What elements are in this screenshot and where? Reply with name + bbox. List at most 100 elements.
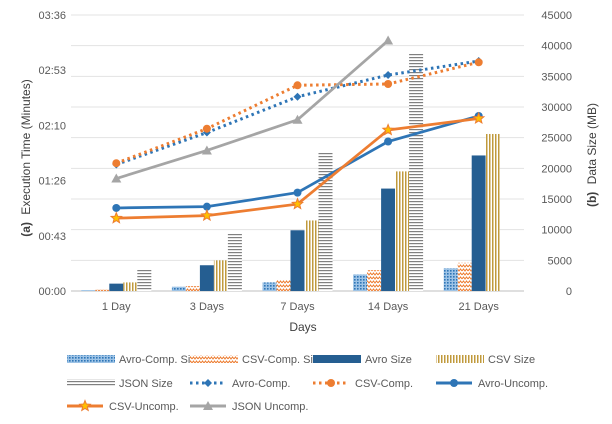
- right-axis-tick-label: 15000: [541, 194, 572, 206]
- legend-swatch: [313, 355, 361, 363]
- data-point: [293, 81, 302, 90]
- right-axis-title-prefix: (b): [585, 192, 599, 207]
- data-point: [474, 58, 483, 67]
- bar: [290, 230, 305, 291]
- data-point: [383, 35, 394, 45]
- legend-item: Avro Size: [313, 354, 412, 366]
- legend-swatch: [190, 355, 238, 363]
- left-axis-tick-label: 02:53: [38, 65, 66, 77]
- data-point: [293, 92, 302, 101]
- left-axis-tick-label: 01:26: [38, 176, 66, 188]
- bar: [318, 152, 333, 291]
- data-point: [202, 124, 211, 133]
- data-point: [109, 211, 123, 224]
- right-axis-tick-label: 45000: [541, 10, 572, 22]
- right-axis-tick-label: 5000: [548, 255, 572, 267]
- data-point: [293, 188, 302, 197]
- bar: [109, 283, 124, 291]
- legend-label: CSV Size: [488, 354, 535, 366]
- bar: [409, 53, 424, 291]
- legend-swatch: [436, 355, 484, 363]
- right-axis-title: (b) Data Size (MB): [585, 103, 599, 207]
- data-point: [204, 379, 212, 387]
- data-point: [472, 111, 486, 125]
- bar: [367, 270, 382, 291]
- data-point: [202, 202, 211, 211]
- series-line: [115, 60, 480, 165]
- data-point: [450, 379, 458, 387]
- bar: [262, 282, 277, 291]
- bar: [395, 171, 410, 291]
- right-axis-ticks: 0 5000 10000 15000 20000 25000 30000 35000 40000…: [541, 10, 572, 298]
- bar: [137, 269, 152, 291]
- left-axis-ticks: 00:00 00:43 01:26 02:10 02:53 03:36: [38, 10, 66, 298]
- legend-label: Avro Size: [365, 354, 412, 366]
- bar: [227, 233, 242, 291]
- data-point: [381, 123, 395, 136]
- bar: [353, 274, 368, 291]
- bar: [171, 286, 186, 291]
- bar: [276, 279, 291, 291]
- left-axis-tick-label: 02:10: [38, 120, 66, 132]
- left-axis-title-prefix: (a): [19, 222, 33, 237]
- data-point: [327, 379, 335, 387]
- right-axis-tick-label: 35000: [541, 71, 572, 83]
- data-point: [78, 399, 92, 412]
- left-axis-tick-label: 00:00: [38, 286, 66, 298]
- gridlines: [71, 14, 524, 292]
- bar: [81, 290, 96, 291]
- bar: [457, 262, 472, 291]
- legend-label: JSON Size: [119, 378, 173, 390]
- left-axis-tick-label: 00:43: [38, 231, 66, 243]
- legend-item: JSON Size: [67, 378, 173, 390]
- legend-item: JSON Uncomp.: [190, 401, 308, 413]
- data-point: [384, 71, 393, 80]
- data-point: [200, 208, 214, 222]
- legend-item: Avro-Comp.: [190, 378, 290, 390]
- right-axis-title-text: Data Size (MB): [585, 103, 599, 184]
- bar: [213, 260, 228, 291]
- left-axis-tick-label: 03:36: [38, 10, 66, 22]
- bar-series: [81, 53, 500, 291]
- legend-item: Avro-Uncomp.: [436, 378, 548, 390]
- right-axis-tick-label: 0: [566, 286, 572, 298]
- legend-item: CSV-Comp.: [313, 378, 413, 390]
- right-axis-tick-label: 40000: [541, 41, 572, 53]
- legend-item: CSV-Uncomp.: [67, 399, 179, 413]
- x-axis-ticks: 1 Day 3 Days 7 Days 14 Days 21 Days: [102, 301, 499, 313]
- data-point: [290, 197, 305, 210]
- right-axis-tick-label: 20000: [541, 163, 572, 175]
- bar: [485, 133, 500, 291]
- data-point: [111, 173, 122, 183]
- right-axis-tick-label: 10000: [541, 225, 572, 237]
- line-series: [109, 35, 486, 224]
- legend-item: CSV-Comp. Size: [190, 354, 325, 366]
- legend-swatch: [67, 379, 115, 387]
- bar: [95, 289, 110, 291]
- bar: [199, 265, 214, 291]
- x-axis-title: Days: [289, 320, 316, 334]
- series-line: [115, 39, 390, 180]
- legend-label: CSV-Comp. Size: [242, 354, 325, 366]
- data-point: [203, 401, 213, 410]
- legend-label: Avro-Comp. Size: [119, 354, 202, 366]
- legend-label: Avro-Comp.: [232, 378, 290, 390]
- data-point: [384, 80, 393, 88]
- legend-item: CSV Size: [436, 354, 535, 366]
- legend-item: Avro-Comp. Size: [67, 354, 202, 366]
- bar: [443, 268, 458, 291]
- right-axis-tick-label: 30000: [541, 102, 572, 114]
- data-point: [201, 145, 212, 155]
- right-axis-tick-label: 25000: [541, 133, 572, 145]
- left-axis-title: (a) Execution Time (Minutes): [19, 79, 33, 236]
- data-point: [112, 203, 121, 212]
- x-axis-tick-label: 7 Days: [280, 301, 315, 313]
- bar: [381, 188, 396, 291]
- data-point: [292, 114, 303, 124]
- legend: Avro-Comp. Size CSV-Comp. Size Avro Size CS…: [67, 354, 548, 413]
- data-point: [384, 137, 393, 146]
- x-axis-tick-label: 14 Days: [368, 301, 409, 313]
- x-axis-tick-label: 3 Days: [190, 301, 225, 313]
- bar: [471, 155, 486, 291]
